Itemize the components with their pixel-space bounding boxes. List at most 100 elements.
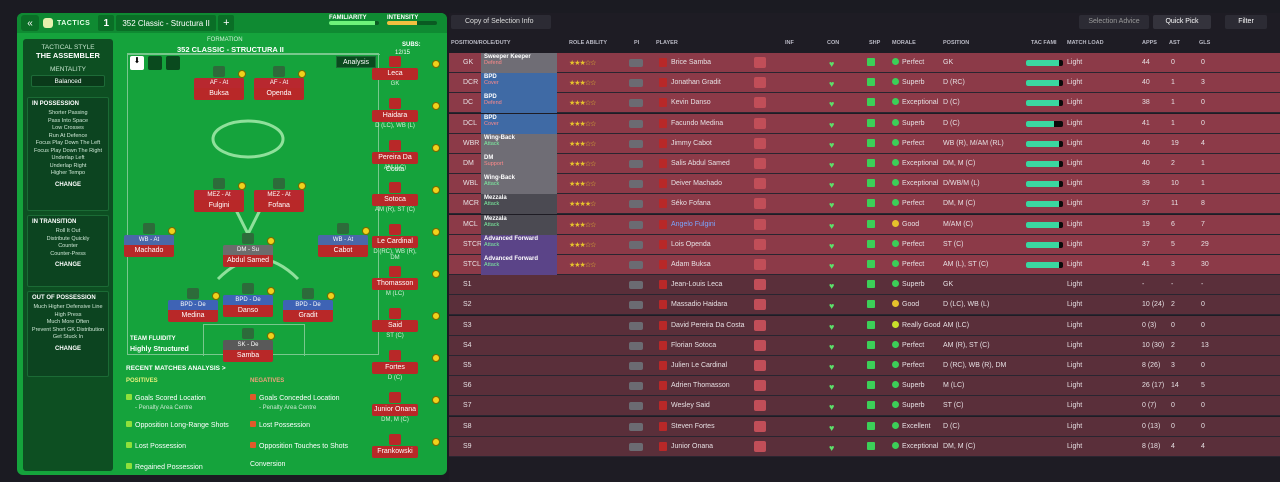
- injury-badge[interactable]: [754, 400, 766, 412]
- role-duty[interactable]: BPD Defend: [481, 93, 557, 114]
- quick-pick-button[interactable]: Quick Pick: [1153, 15, 1211, 29]
- column-header[interactable]: SHP: [869, 40, 881, 46]
- pitch-player-chip[interactable]: AF - At Buksa: [194, 66, 246, 100]
- player-name[interactable]: Séko Fofana: [671, 200, 711, 208]
- player-name[interactable]: Kevin Danso: [671, 99, 711, 107]
- mentality-dropdown[interactable]: Balanced: [31, 75, 105, 87]
- player-name[interactable]: Adrien Thomasson: [671, 382, 730, 390]
- pi-icon[interactable]: [629, 362, 643, 370]
- player-name[interactable]: Jean-Louis Leca: [671, 281, 723, 289]
- pitch-player-chip[interactable]: DM - Su Abdul Samed: [223, 233, 275, 267]
- analysis-button[interactable]: Analysis: [336, 56, 376, 68]
- injury-badge[interactable]: [754, 57, 766, 68]
- player-name[interactable]: Deiver Machado: [671, 180, 722, 188]
- column-header[interactable]: INF: [785, 40, 794, 46]
- pi-icon[interactable]: [629, 442, 643, 451]
- pi-icon[interactable]: [629, 200, 643, 209]
- player-name[interactable]: Massadio Haidara: [671, 301, 728, 309]
- column-header[interactable]: POSITION: [943, 40, 970, 46]
- column-header[interactable]: AST: [1169, 40, 1180, 46]
- column-header[interactable]: TAC FAMI: [1031, 40, 1057, 46]
- download-icon[interactable]: ⬇: [130, 56, 144, 70]
- pitch-player-chip[interactable]: AF - At Openda: [254, 66, 306, 100]
- role-duty[interactable]: Advanced Forward Attack: [481, 234, 557, 255]
- substitute-chip[interactable]: Le Cardinal D (RC), WB (R), DM: [372, 224, 440, 261]
- formation-name-dropdown[interactable]: 352 CLASSIC - STRUCTURA II: [177, 45, 284, 54]
- substitute-chip[interactable]: Sotoca AM (R), ST (C): [372, 182, 440, 213]
- change-in-possession-button[interactable]: CHANGE: [54, 181, 81, 188]
- role-duty[interactable]: BPD Cover: [481, 113, 557, 134]
- substitute-chip[interactable]: Thomasson M (LC): [372, 266, 440, 297]
- pi-icon[interactable]: [629, 321, 643, 330]
- column-header[interactable]: PLAYER: [656, 40, 678, 46]
- collapse-icon[interactable]: «: [21, 15, 39, 31]
- substitute-chip[interactable]: Fortes D (C): [372, 350, 440, 381]
- injury-badge[interactable]: [754, 360, 766, 371]
- pi-icon[interactable]: [629, 281, 643, 290]
- pi-icon[interactable]: [629, 160, 643, 168]
- column-header[interactable]: MATCH LOAD: [1067, 40, 1104, 46]
- substitute-chip[interactable]: Pereira Da Costa AM (LC): [372, 140, 440, 173]
- player-name[interactable]: Jimmy Cabot: [671, 139, 712, 147]
- substitute-chip[interactable]: Junior Onana DM, M (C): [372, 392, 440, 423]
- pi-icon[interactable]: [629, 220, 643, 229]
- pitch-view-icon[interactable]: [166, 56, 180, 70]
- change-in-transition-button[interactable]: CHANGE: [54, 262, 81, 268]
- tactic-name-dropdown[interactable]: 352 Classic - Structura II: [116, 15, 217, 31]
- role-duty[interactable]: Wing-Back Attack: [481, 133, 557, 154]
- player-name[interactable]: Lois Openda: [671, 240, 711, 248]
- injury-badge[interactable]: [754, 117, 766, 129]
- column-header[interactable]: PI: [634, 40, 640, 46]
- pitch-player-chip[interactable]: MEZ - At Fulgini: [194, 178, 246, 212]
- injury-badge[interactable]: [754, 420, 766, 432]
- recent-matches-analysis-link[interactable]: RECENT MATCHES ANALYSIS >: [126, 365, 226, 372]
- table-row[interactable]: STCR Advanced Forward Attack ★★★☆☆ Lois Open…: [449, 234, 1280, 255]
- injury-badge[interactable]: [754, 178, 766, 190]
- injury-badge[interactable]: [754, 319, 766, 331]
- injury-badge[interactable]: [754, 158, 766, 169]
- injury-badge[interactable]: [754, 259, 766, 270]
- substitute-chip[interactable]: Leca GK: [372, 56, 440, 87]
- pi-icon[interactable]: [629, 422, 643, 431]
- pitch-player-chip[interactable]: WB - At Cabot: [318, 223, 370, 257]
- pi-icon[interactable]: [629, 261, 643, 269]
- role-duty[interactable]: BPD Cover: [481, 73, 557, 94]
- add-tactic-button[interactable]: +: [218, 15, 235, 31]
- column-header[interactable]: APPS: [1142, 40, 1157, 46]
- pi-icon[interactable]: [629, 79, 643, 88]
- player-name[interactable]: David Pereira Da Costa: [671, 321, 745, 329]
- injury-badge[interactable]: [754, 440, 766, 452]
- column-header[interactable]: MORALE: [892, 40, 916, 46]
- filter-button[interactable]: Filter: [1225, 15, 1267, 29]
- column-header[interactable]: POSITION/ROLE/DUTY: [451, 40, 511, 46]
- player-name[interactable]: Julien Le Cardinal: [671, 362, 728, 369]
- player-name[interactable]: Wesley Said: [671, 402, 710, 410]
- injury-badge[interactable]: [754, 218, 766, 230]
- player-name[interactable]: Angelo Fulgini: [671, 220, 716, 228]
- column-header[interactable]: CON: [827, 40, 840, 46]
- injury-badge[interactable]: [754, 238, 766, 250]
- role-duty[interactable]: Wing-Back Attack: [481, 174, 557, 195]
- pitch-player-chip[interactable]: BPD - De Danso: [223, 283, 275, 317]
- pi-icon[interactable]: [629, 402, 643, 411]
- pi-icon[interactable]: [629, 240, 643, 249]
- pitch-player-chip[interactable]: MEZ - At Fofana: [254, 178, 306, 212]
- pi-icon[interactable]: [629, 59, 643, 67]
- role-duty[interactable]: Mezzala Attack: [481, 214, 557, 235]
- table-row[interactable]: STCL Advanced Forward Attack ★★★☆☆ Adam Buks…: [449, 255, 1280, 275]
- player-name[interactable]: Brice Samba: [671, 59, 712, 66]
- pi-icon[interactable]: [629, 301, 643, 310]
- injury-badge[interactable]: [754, 97, 766, 109]
- injury-badge[interactable]: [754, 299, 766, 311]
